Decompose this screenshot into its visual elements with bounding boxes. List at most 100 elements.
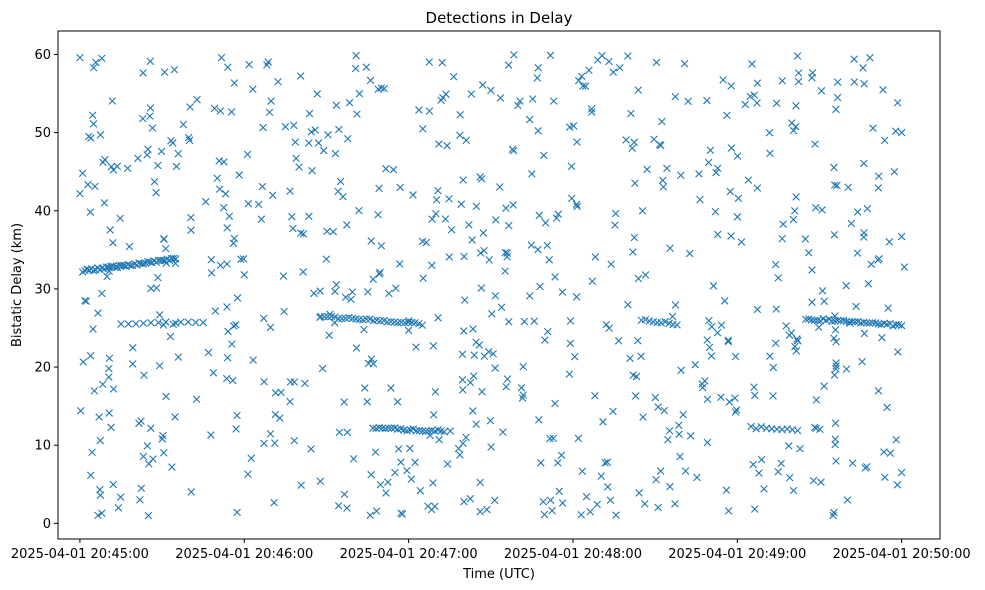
data-point	[191, 318, 200, 327]
data-point	[441, 215, 450, 223]
data-point	[86, 352, 95, 360]
y-tick-label: 30	[34, 282, 51, 297]
data-point	[233, 294, 242, 302]
data-point	[890, 167, 899, 176]
data-point	[117, 320, 125, 328]
data-point	[720, 297, 729, 305]
data-point	[82, 297, 91, 306]
data-point	[655, 140, 664, 149]
data-point	[601, 459, 609, 467]
data-point	[777, 459, 785, 468]
data-point	[615, 63, 624, 72]
data-point	[666, 482, 674, 491]
data-point	[885, 238, 894, 246]
data-point	[393, 425, 402, 433]
data-point	[172, 162, 181, 171]
data-point	[676, 452, 684, 461]
data-point	[139, 260, 148, 268]
data-point	[199, 318, 207, 327]
data-point	[696, 195, 704, 204]
data-point	[808, 266, 816, 274]
data-point	[95, 413, 103, 421]
data-point	[329, 227, 338, 236]
data-point	[787, 329, 796, 337]
data-point	[223, 224, 231, 232]
data-point	[123, 164, 132, 173]
data-point	[376, 268, 384, 277]
y-tick-label: 0	[43, 517, 51, 532]
data-point	[299, 230, 308, 238]
data-point	[159, 431, 167, 440]
data-point	[641, 271, 650, 279]
data-point	[244, 470, 252, 478]
data-point	[223, 353, 232, 362]
data-point	[100, 199, 109, 207]
y-axis: 0 10 20 30 40 50 60	[34, 48, 58, 532]
data-point	[103, 272, 111, 281]
data-point	[587, 105, 596, 113]
data-point	[705, 316, 713, 325]
data-point	[535, 211, 544, 220]
data-point	[593, 500, 601, 509]
data-point	[147, 424, 155, 433]
data-point	[185, 136, 194, 145]
data-point	[92, 58, 100, 67]
data-point	[703, 96, 711, 105]
data-point	[88, 448, 96, 457]
data-point	[796, 444, 804, 453]
data-point	[331, 287, 339, 296]
data-point	[78, 169, 87, 178]
data-point	[861, 464, 870, 472]
data-point	[591, 253, 600, 261]
data-point	[139, 69, 147, 77]
data-point	[859, 233, 868, 241]
data-point	[868, 318, 877, 327]
data-point	[407, 475, 416, 483]
data-point	[145, 460, 153, 468]
data-point	[111, 263, 119, 272]
data-point	[725, 398, 734, 406]
data-point	[467, 90, 476, 98]
data-point	[535, 416, 543, 424]
data-point	[681, 467, 690, 475]
data-point	[660, 406, 669, 415]
data-point	[137, 417, 145, 425]
data-point	[546, 51, 555, 60]
data-point	[216, 107, 225, 115]
data-point	[460, 252, 468, 261]
data-point	[286, 187, 294, 195]
data-point	[382, 164, 390, 173]
data-point	[842, 281, 850, 290]
data-point	[169, 254, 178, 263]
data-point	[567, 194, 576, 203]
data-point	[886, 449, 895, 457]
plot-frame	[57, 30, 941, 540]
data-point	[485, 256, 494, 264]
data-point	[543, 241, 552, 250]
data-point	[671, 499, 679, 508]
data-point	[794, 336, 802, 345]
data-point	[459, 327, 468, 335]
data-point	[322, 255, 331, 263]
data-point	[418, 125, 427, 133]
data-point	[108, 97, 117, 105]
y-tick-label: 60	[34, 48, 51, 63]
data-point	[314, 139, 323, 147]
data-point	[757, 455, 766, 464]
data-point	[785, 473, 794, 482]
data-point	[747, 422, 755, 431]
data-point	[750, 505, 759, 513]
data-point	[137, 484, 146, 493]
data-point	[76, 189, 84, 198]
data-point	[634, 336, 642, 345]
data-point	[376, 317, 385, 325]
data-point	[233, 508, 241, 517]
data-point	[477, 284, 486, 292]
data-point	[332, 101, 341, 110]
data-point	[654, 403, 662, 411]
data-point	[442, 90, 450, 98]
data-point	[673, 321, 681, 329]
data-point	[734, 194, 743, 203]
data-point	[244, 199, 253, 208]
data-point	[831, 419, 840, 427]
